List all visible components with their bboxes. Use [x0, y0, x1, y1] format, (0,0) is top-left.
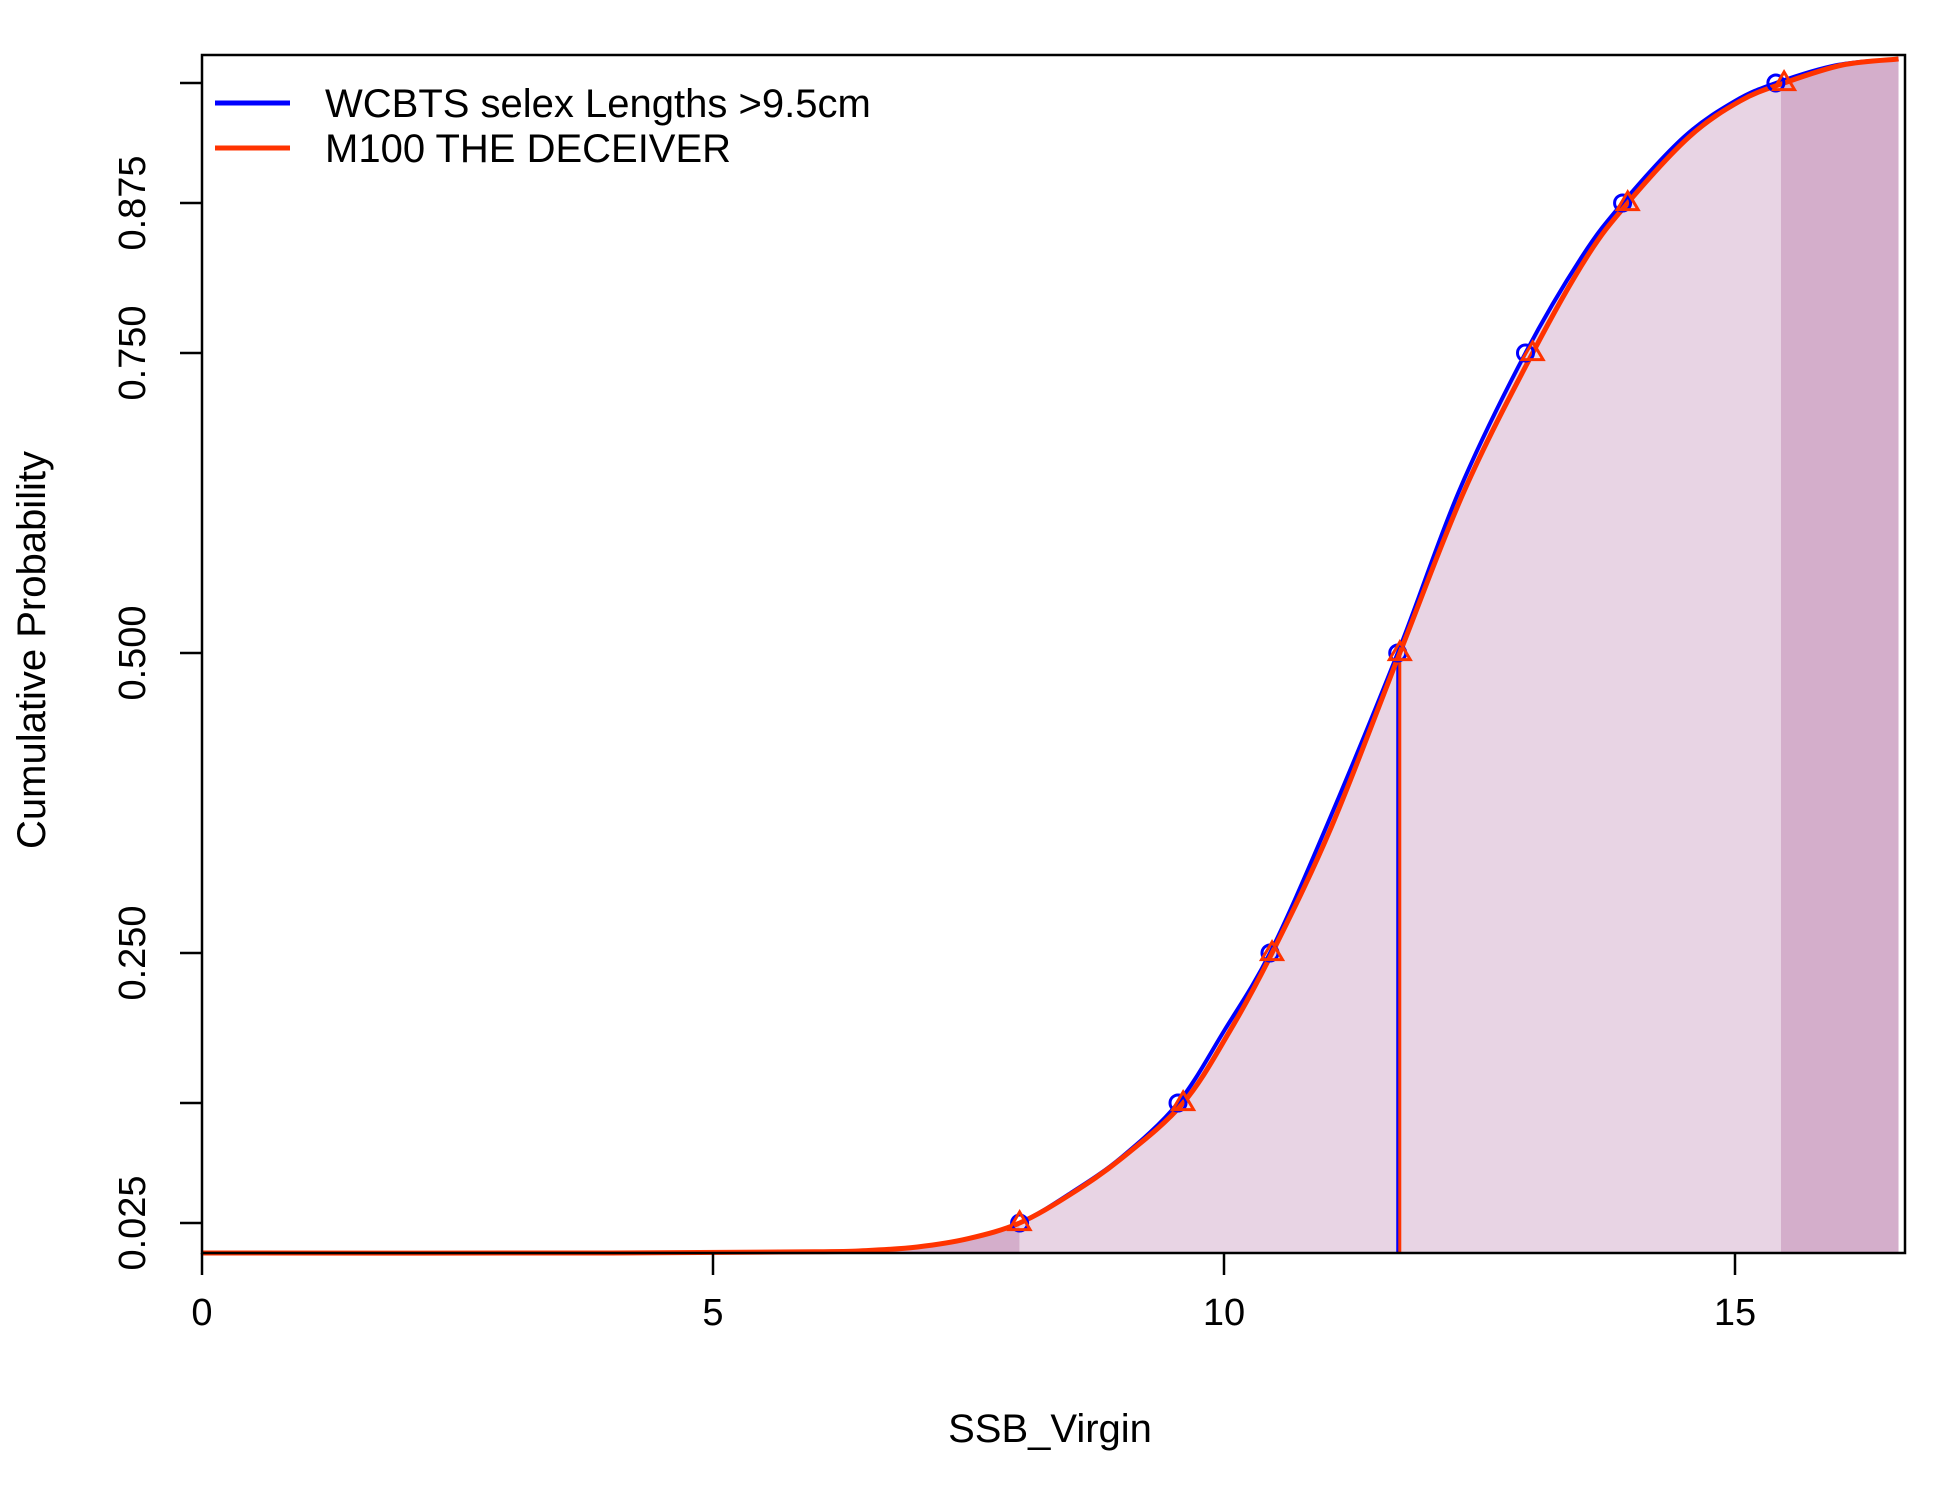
series-line-2 [201, 56, 1899, 1256]
data-point-series2-7 [1770, 69, 1798, 92]
axes-layer: 0 5 10 15 0.025 0.250 0.500 0.750 0.875 [112, 53, 1907, 1334]
x-tick-label-4: 15 [1714, 1292, 1756, 1334]
data-point-series2-2 [1170, 1089, 1197, 1112]
data-point-series2-5 [1519, 339, 1546, 362]
data-point-series2-1 [1006, 1209, 1033, 1232]
data-point-series2-6 [1614, 189, 1641, 212]
legend-label-1: WCBTS selex Lengths >9.5cm [325, 82, 871, 126]
x-tick-label-1: 0 [191, 1292, 212, 1334]
markers-layer [1006, 69, 1798, 1233]
y-tick-label-1: 0.025 [112, 1175, 154, 1270]
lines-layer [201, 56, 1899, 1256]
legend-label-2: M100 THE DECEIVER [325, 127, 731, 171]
y-tick-label-4: 0.750 [112, 305, 154, 400]
x-tick-label-2: 5 [702, 1292, 723, 1334]
upper-tail-shade [1780, 59, 1899, 1253]
y-tick-label-3: 0.500 [112, 605, 154, 700]
y-tick-label-2: 0.250 [112, 905, 154, 1000]
x-axis-title: SSB_Virgin [948, 1407, 1152, 1451]
lower-tail-shade [202, 1223, 1020, 1253]
shading-layer [202, 59, 1899, 1253]
data-point-series2-4 [1386, 639, 1413, 662]
y-axis-title: Cumulative Probability [10, 451, 54, 849]
data-point-series2-3 [1258, 939, 1286, 962]
y-tick-label-5: 0.875 [112, 155, 154, 250]
x-tick-label-3: 10 [1203, 1292, 1245, 1334]
